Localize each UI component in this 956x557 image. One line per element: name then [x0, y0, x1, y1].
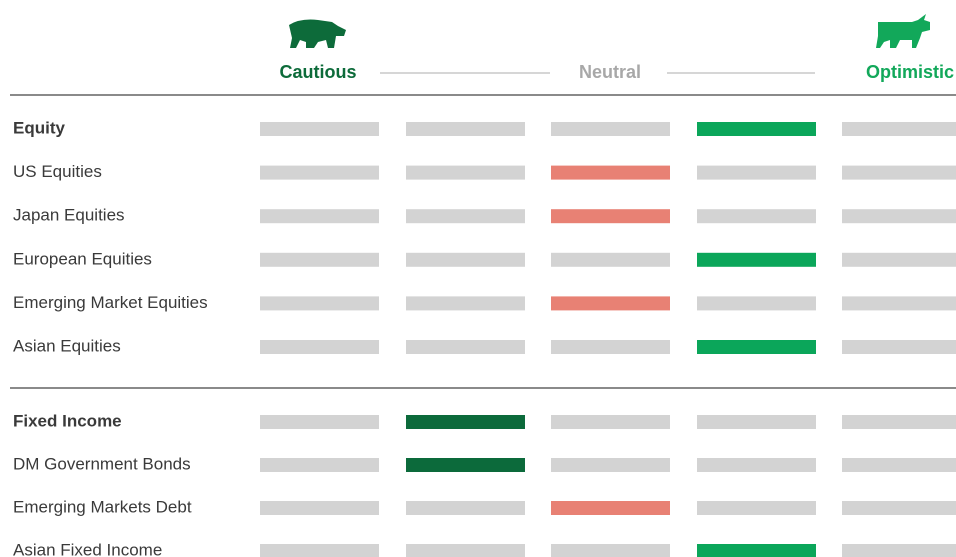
- level-bar: [697, 544, 816, 557]
- row-label: Asian Equities: [13, 336, 121, 355]
- track: [842, 296, 956, 311]
- track: [697, 501, 816, 515]
- level-bar: [697, 122, 816, 136]
- row-label: DM Government Bonds: [13, 454, 191, 473]
- track: [842, 544, 956, 557]
- level-bar: [406, 458, 525, 472]
- track: [842, 252, 956, 267]
- optimistic-label: Optimistic: [866, 62, 954, 82]
- row-label: Fixed Income: [13, 411, 122, 430]
- track: [406, 296, 525, 311]
- track: [842, 458, 956, 472]
- track: [551, 122, 670, 136]
- track: [551, 340, 670, 354]
- track: [406, 209, 525, 224]
- track: [842, 165, 956, 180]
- bear-icon: [289, 19, 346, 48]
- level-bar: [697, 252, 816, 267]
- row-label: Emerging Markets Debt: [13, 497, 192, 516]
- track: [260, 209, 379, 224]
- bull-icon: [876, 14, 930, 48]
- track: [260, 252, 379, 267]
- track: [406, 340, 525, 354]
- track: [260, 501, 379, 515]
- track: [260, 122, 379, 136]
- track: [260, 415, 379, 429]
- track: [697, 165, 816, 180]
- track: [697, 415, 816, 429]
- track: [406, 501, 525, 515]
- track: [842, 209, 956, 224]
- row-label: European Equities: [13, 249, 152, 268]
- track: [406, 544, 525, 557]
- track: [697, 209, 816, 224]
- row-label: Equity: [13, 118, 65, 137]
- level-bar: [697, 340, 816, 354]
- track: [697, 458, 816, 472]
- track: [260, 544, 379, 557]
- track: [842, 501, 956, 515]
- track: [260, 340, 379, 354]
- level-bar: [551, 501, 670, 515]
- track: [842, 340, 956, 354]
- level-bar: [551, 165, 670, 180]
- track: [260, 165, 379, 180]
- cautious-label: Cautious: [279, 62, 356, 82]
- track: [842, 415, 956, 429]
- track: [406, 122, 525, 136]
- track: [406, 165, 525, 180]
- row-label: Asian Fixed Income: [13, 540, 162, 557]
- level-bar: [551, 296, 670, 311]
- neutral-label: Neutral: [579, 62, 641, 82]
- row-label: US Equities: [13, 162, 102, 181]
- track: [842, 122, 956, 136]
- row-label: Emerging Market Equities: [13, 293, 208, 312]
- track: [551, 544, 670, 557]
- track: [551, 415, 670, 429]
- track: [551, 458, 670, 472]
- track: [406, 252, 525, 267]
- level-bar: [551, 209, 670, 224]
- level-bar: [406, 415, 525, 429]
- track: [260, 296, 379, 311]
- track: [697, 296, 816, 311]
- track: [551, 252, 670, 267]
- track: [260, 458, 379, 472]
- row-label: Japan Equities: [13, 206, 125, 225]
